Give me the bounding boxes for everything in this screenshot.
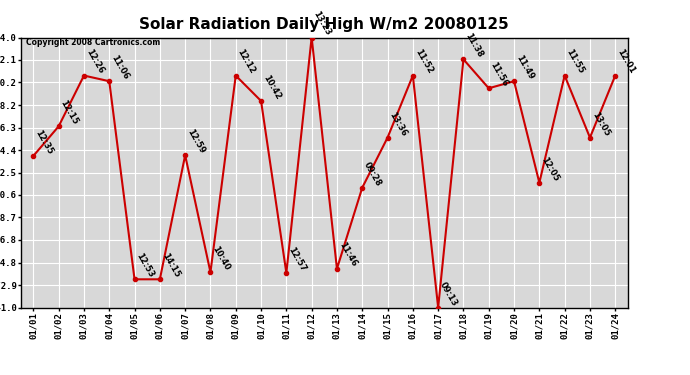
Text: 12:15: 12:15 (59, 99, 80, 126)
Text: 11:06: 11:06 (109, 54, 130, 81)
Text: 12:59: 12:59 (185, 128, 206, 155)
Text: 10:42: 10:42 (261, 73, 282, 101)
Text: 12:57: 12:57 (286, 245, 308, 273)
Text: 13:05: 13:05 (590, 110, 611, 138)
Text: 11:49: 11:49 (514, 54, 535, 81)
Text: 09:28: 09:28 (362, 160, 383, 188)
Text: 11:52: 11:52 (413, 48, 434, 76)
Text: 12:35: 12:35 (33, 128, 55, 156)
Text: 12:01: 12:01 (615, 48, 636, 76)
Text: 11:38: 11:38 (464, 32, 484, 59)
Text: Solar Radiation Daily High W/m2 20080125: Solar Radiation Daily High W/m2 20080125 (139, 17, 509, 32)
Text: Copyright 2008 Cartronics.com: Copyright 2008 Cartronics.com (26, 38, 160, 46)
Text: 10:40: 10:40 (210, 245, 232, 272)
Text: 11:55: 11:55 (564, 48, 586, 76)
Text: 11:46: 11:46 (337, 241, 358, 269)
Text: 12:05: 12:05 (540, 155, 560, 183)
Text: 12:53: 12:53 (135, 252, 156, 279)
Text: 13:23: 13:23 (312, 10, 333, 38)
Text: 13:36: 13:36 (388, 110, 408, 138)
Text: 09:13: 09:13 (438, 280, 459, 308)
Text: 12:26: 12:26 (84, 48, 105, 76)
Text: 11:56: 11:56 (489, 60, 510, 88)
Text: 12:12: 12:12 (236, 48, 257, 76)
Text: 14:15: 14:15 (160, 252, 181, 279)
